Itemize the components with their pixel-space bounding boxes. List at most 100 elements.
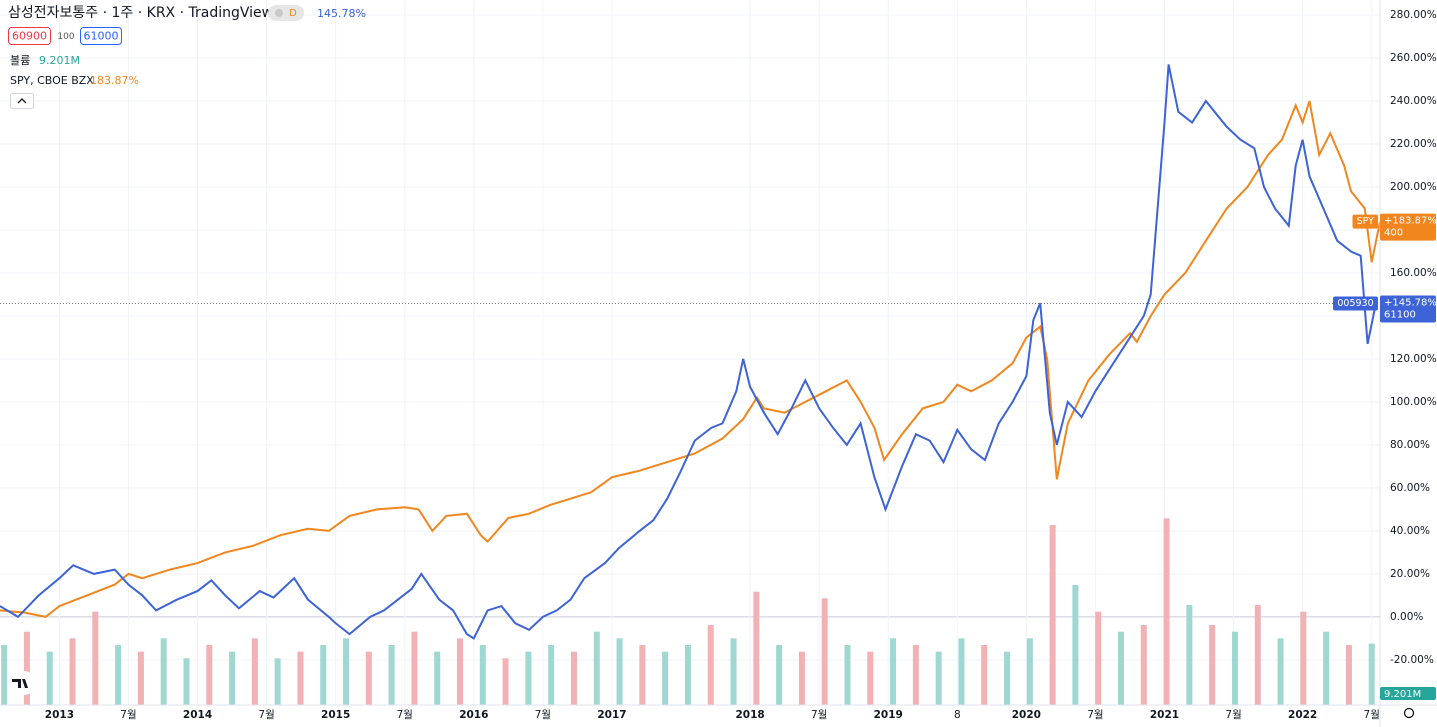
bid-box[interactable] <box>8 27 51 45</box>
volume-bar <box>867 651 874 705</box>
x-tick-label: 2016 <box>459 709 488 721</box>
volume-bar <box>1095 611 1102 705</box>
volume-bar <box>137 651 144 705</box>
volume-bar <box>160 638 167 705</box>
x-tick-label: 7월 <box>1087 709 1103 721</box>
y-tick-label: 80.00% <box>1390 439 1430 451</box>
x-tick-label: 2022 <box>1288 709 1317 721</box>
x-tick-label: 7월 <box>535 709 551 721</box>
y-tick-label: 40.00% <box>1390 525 1430 537</box>
volume-bar <box>958 638 965 705</box>
volume-bar <box>981 645 988 705</box>
logo[interactable] <box>12 679 28 688</box>
ask: 61000 <box>84 30 119 43</box>
y-tick-label: 280.00% <box>1390 9 1437 21</box>
y-tick-label: 120.00% <box>1390 353 1437 365</box>
status-dot <box>275 9 283 17</box>
volume-bar <box>1300 611 1307 705</box>
volume-bar <box>798 651 805 705</box>
grid <box>0 0 1380 705</box>
volume-bar <box>206 645 213 705</box>
y-tick-label: 220.00% <box>1390 138 1437 150</box>
volume-bar <box>69 638 76 705</box>
volume-bar <box>912 645 919 705</box>
lines <box>0 64 1381 640</box>
volume-bar <box>753 591 760 705</box>
volume-bar <box>434 651 441 705</box>
volume-bar <box>388 645 395 705</box>
volume-bar <box>1 645 8 705</box>
series-tag: +183.87% <box>1384 216 1437 227</box>
volume-label: 9.201M <box>39 54 80 67</box>
volume-bar <box>1209 625 1216 705</box>
volume-tag-label: 9.201M <box>1384 689 1421 700</box>
x-tick-label: 7월 <box>397 709 413 721</box>
volume-bar <box>115 645 122 705</box>
volume-name: 볼륨 <box>10 54 30 67</box>
price-tags: SPY +183.87%400 005930 +145.78%61100 9.201M <box>0 213 1437 700</box>
x-tick-label: 7월 <box>1225 709 1241 721</box>
volume-bar <box>1231 631 1238 705</box>
series-line <box>0 100 1381 618</box>
volume-bar <box>320 645 327 705</box>
volume-bar <box>1323 631 1330 705</box>
series-price: 400 <box>1384 228 1403 239</box>
interval-badge[interactable] <box>268 5 304 21</box>
series-name: SPY <box>1357 216 1375 227</box>
volume-bars <box>1 518 1375 705</box>
change-label: 145.78% <box>317 7 366 20</box>
x-tick-label: 7월 <box>120 709 136 721</box>
volume-bar <box>229 651 236 705</box>
volume-bar <box>1140 625 1147 705</box>
volume-bar <box>457 638 463 705</box>
bid: 60900 <box>12 30 47 43</box>
x-tick-label: 2019 <box>874 709 903 721</box>
volume-bar <box>593 631 600 705</box>
series-name: 005930 <box>1337 298 1373 309</box>
volume-bar <box>684 645 691 705</box>
x-tick-label: 7월 <box>1364 709 1380 721</box>
volume-bar <box>274 658 281 705</box>
spread: 100 <box>57 32 74 42</box>
x-tick-label: 2015 <box>321 709 350 721</box>
volume-bar <box>479 645 486 705</box>
volume-bar <box>1117 631 1124 705</box>
volume-bar <box>890 638 897 705</box>
volume-bar <box>639 645 646 705</box>
volume-bar <box>730 638 737 705</box>
x-tick-label: 7월 <box>811 709 827 721</box>
legend: 삼성전자보통주 · 1주 · KRX · TradingView D 145.7… <box>8 5 1415 719</box>
volume-bar <box>23 631 30 705</box>
volume-bar <box>525 651 532 705</box>
y-tick-label: 200.00% <box>1390 181 1437 193</box>
volume-bar <box>1163 518 1170 705</box>
x-tick-label: 2021 <box>1150 709 1179 721</box>
volume-bar <box>1345 645 1352 705</box>
volume-bar <box>297 651 304 705</box>
collapse-button[interactable] <box>10 93 34 109</box>
volume-bar <box>707 625 714 705</box>
volume-bar <box>1004 651 1011 705</box>
volume-bar <box>776 645 783 705</box>
settings-icon[interactable] <box>1403 707 1415 719</box>
volume-bar <box>935 651 942 705</box>
series-name-tag <box>1333 296 1378 311</box>
volume-bar <box>343 638 350 705</box>
y-tick-label: -20.00% <box>1390 654 1434 666</box>
y-tick-label: 240.00% <box>1390 95 1437 107</box>
volume-bar <box>251 638 258 705</box>
x-tick-label: 7월 <box>258 709 274 721</box>
compare-name: SPY, CBOE BZX <box>10 74 94 87</box>
volume-bar <box>1277 638 1284 705</box>
volume-bar <box>1186 605 1193 705</box>
series-value-tag <box>1380 295 1436 323</box>
interval: D <box>289 8 297 19</box>
chart-title: 삼성전자보통주 · 1주 · KRX · TradingView <box>8 5 273 21</box>
y-tick-label: 60.00% <box>1390 482 1430 494</box>
y-tick-label: 260.00% <box>1390 52 1437 64</box>
ask-box[interactable] <box>80 27 122 45</box>
logo-bg <box>8 671 36 695</box>
volume-bar <box>1026 638 1033 705</box>
